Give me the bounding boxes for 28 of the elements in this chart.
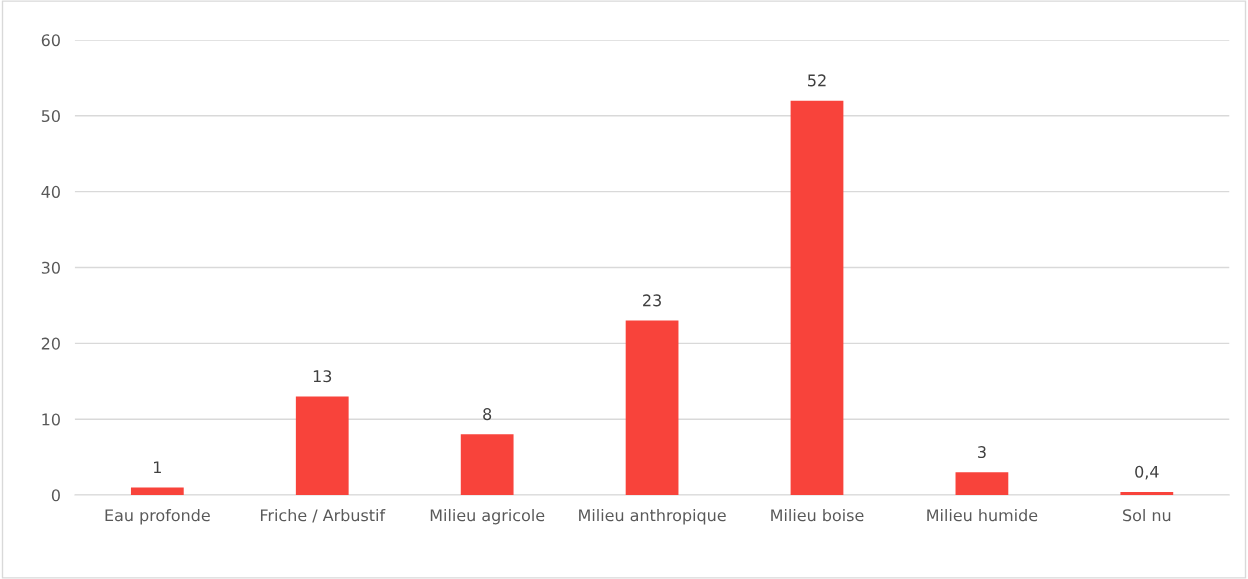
data-label: 1 <box>154 461 161 474</box>
y-tick-label: 20 <box>41 337 60 350</box>
bar <box>1120 492 1174 496</box>
x-tick-label: Milieu agricole <box>430 508 545 525</box>
x-tick-label: Milieu boise <box>771 508 864 522</box>
y-tick-label: 50 <box>41 110 60 123</box>
bar <box>130 487 184 496</box>
x-tick-label: Friche / Arbustif <box>260 508 386 523</box>
bar <box>790 100 844 496</box>
data-label: 13 <box>313 370 332 383</box>
y-tick-label: 0 <box>51 489 60 502</box>
bar <box>460 434 514 496</box>
y-tick-label: 30 <box>41 261 60 274</box>
bar <box>955 472 1009 496</box>
x-tick-label: Sol nu <box>1123 508 1171 522</box>
x-tick-label: Eau profonde <box>105 508 210 525</box>
data-label: 23 <box>643 294 661 307</box>
data-label: 0,4 <box>1135 465 1159 480</box>
bar <box>295 396 349 496</box>
y-tick-label: 60 <box>41 34 60 47</box>
data-label: 52 <box>808 74 826 87</box>
x-tick-label: Milieu anthropique <box>579 508 726 525</box>
y-tick-label: 40 <box>41 185 60 198</box>
y-tick-label: 10 <box>42 413 60 426</box>
x-tick-label: Milieu humide <box>927 508 1038 522</box>
bar <box>625 320 679 496</box>
data-label: 8 <box>483 408 492 421</box>
data-label: 3 <box>978 446 986 459</box>
